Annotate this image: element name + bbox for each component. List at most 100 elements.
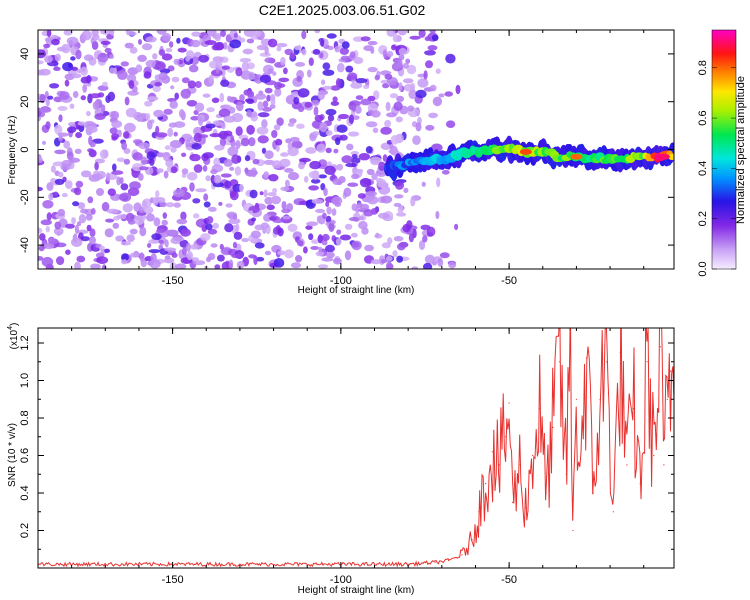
noise-blob — [262, 107, 272, 112]
noise-blob — [226, 135, 231, 142]
noise-blob — [276, 117, 284, 126]
noise-blob — [394, 194, 404, 199]
noise-blob — [80, 170, 92, 178]
noise-blob — [38, 157, 43, 163]
colorbar-segment — [712, 263, 736, 266]
noise-blob — [406, 220, 413, 230]
noise-blob — [89, 93, 102, 99]
noise-blob — [70, 56, 76, 61]
noise-blob — [200, 233, 211, 241]
noise-blob — [145, 36, 157, 43]
noise-blob — [311, 239, 320, 245]
noise-blob — [347, 182, 359, 187]
noise-blob — [229, 39, 242, 49]
noise-blob — [75, 49, 82, 60]
noise-blob — [224, 223, 234, 233]
noise-blob — [349, 51, 356, 59]
noise-blob — [206, 107, 215, 113]
noise-blob — [243, 30, 256, 37]
noise-blob — [170, 85, 175, 90]
noise-blob — [169, 140, 182, 149]
noise-blob — [206, 216, 214, 224]
noise-blob — [74, 261, 81, 269]
noise-blob — [74, 148, 82, 154]
noise-blob — [186, 100, 198, 107]
noise-blob — [247, 90, 255, 98]
noise-blob — [104, 47, 112, 54]
noise-blob — [221, 65, 230, 70]
noise-blob — [143, 71, 152, 79]
y-tick-label: -20 — [19, 189, 31, 205]
noise-blob — [78, 214, 87, 224]
noise-blob — [195, 188, 207, 193]
noise-blob — [312, 48, 321, 55]
noise-blob — [163, 108, 173, 115]
colorbar-segment — [712, 91, 736, 95]
noise-blob — [149, 259, 161, 269]
noise-blob — [162, 212, 167, 219]
noise-blob — [214, 264, 221, 269]
noise-blob — [181, 77, 190, 84]
noise-blob — [48, 193, 54, 201]
noise-blob — [350, 151, 359, 156]
noise-blob — [202, 93, 211, 98]
colorbar-segment — [712, 165, 736, 168]
noise-blob — [298, 157, 311, 163]
noise-blob — [351, 104, 356, 112]
snr-point — [572, 529, 574, 532]
noise-blob — [367, 195, 379, 205]
noise-blob — [407, 105, 415, 112]
noise-blob — [163, 170, 169, 179]
noise-blob — [111, 133, 119, 140]
noise-blob — [96, 188, 104, 196]
noise-blob — [121, 259, 128, 265]
noise-blob — [148, 239, 160, 244]
noise-blob — [261, 119, 268, 129]
noise-blob — [409, 35, 421, 40]
noise-blob — [109, 127, 118, 135]
snr-point — [434, 561, 436, 564]
noise-blob — [421, 181, 426, 187]
snr-point — [478, 511, 480, 513]
noise-blob — [296, 123, 305, 129]
noise-blob — [303, 246, 308, 254]
noise-blob — [357, 168, 364, 174]
noise-blob — [169, 262, 177, 269]
noise-blob — [336, 163, 344, 171]
noise-blob — [365, 146, 373, 154]
noise-blob — [90, 263, 101, 269]
noise-blob — [287, 172, 300, 181]
noise-blob — [54, 178, 65, 185]
colorbar-segment — [712, 221, 736, 224]
noise-blob — [191, 143, 202, 150]
noise-blob — [330, 101, 340, 106]
colorbar-segment — [712, 261, 736, 264]
noise-blob — [89, 141, 96, 148]
colorbar-segment — [712, 79, 736, 83]
colorbar: 0.0 0.2 0.4 0.6 0.8 Normalized spectral ampl… — [697, 29, 747, 277]
noise-blob — [344, 223, 353, 230]
colorbar-segment — [712, 219, 736, 222]
colorbar-segment — [712, 109, 736, 113]
noise-blob — [257, 101, 264, 111]
noise-blob — [366, 168, 375, 176]
noise-blob — [386, 50, 394, 58]
snr-point — [447, 559, 450, 562]
noise-blob — [287, 223, 298, 232]
colorbar-segment — [712, 253, 736, 256]
noise-blob — [305, 225, 313, 230]
noise-blob — [180, 211, 187, 221]
noise-blob — [164, 255, 171, 260]
colorbar-segment — [712, 35, 736, 39]
noise-blob — [263, 171, 270, 178]
noise-blob — [337, 62, 345, 73]
noise-blob — [192, 198, 201, 204]
noise-blob — [115, 235, 125, 242]
noise-blob — [246, 109, 253, 118]
noise-blob — [132, 152, 143, 161]
noise-blob — [410, 196, 416, 207]
noise-blob — [406, 64, 417, 75]
noise-blob — [91, 41, 99, 50]
noise-blob — [280, 186, 290, 191]
noise-blob — [408, 233, 414, 243]
